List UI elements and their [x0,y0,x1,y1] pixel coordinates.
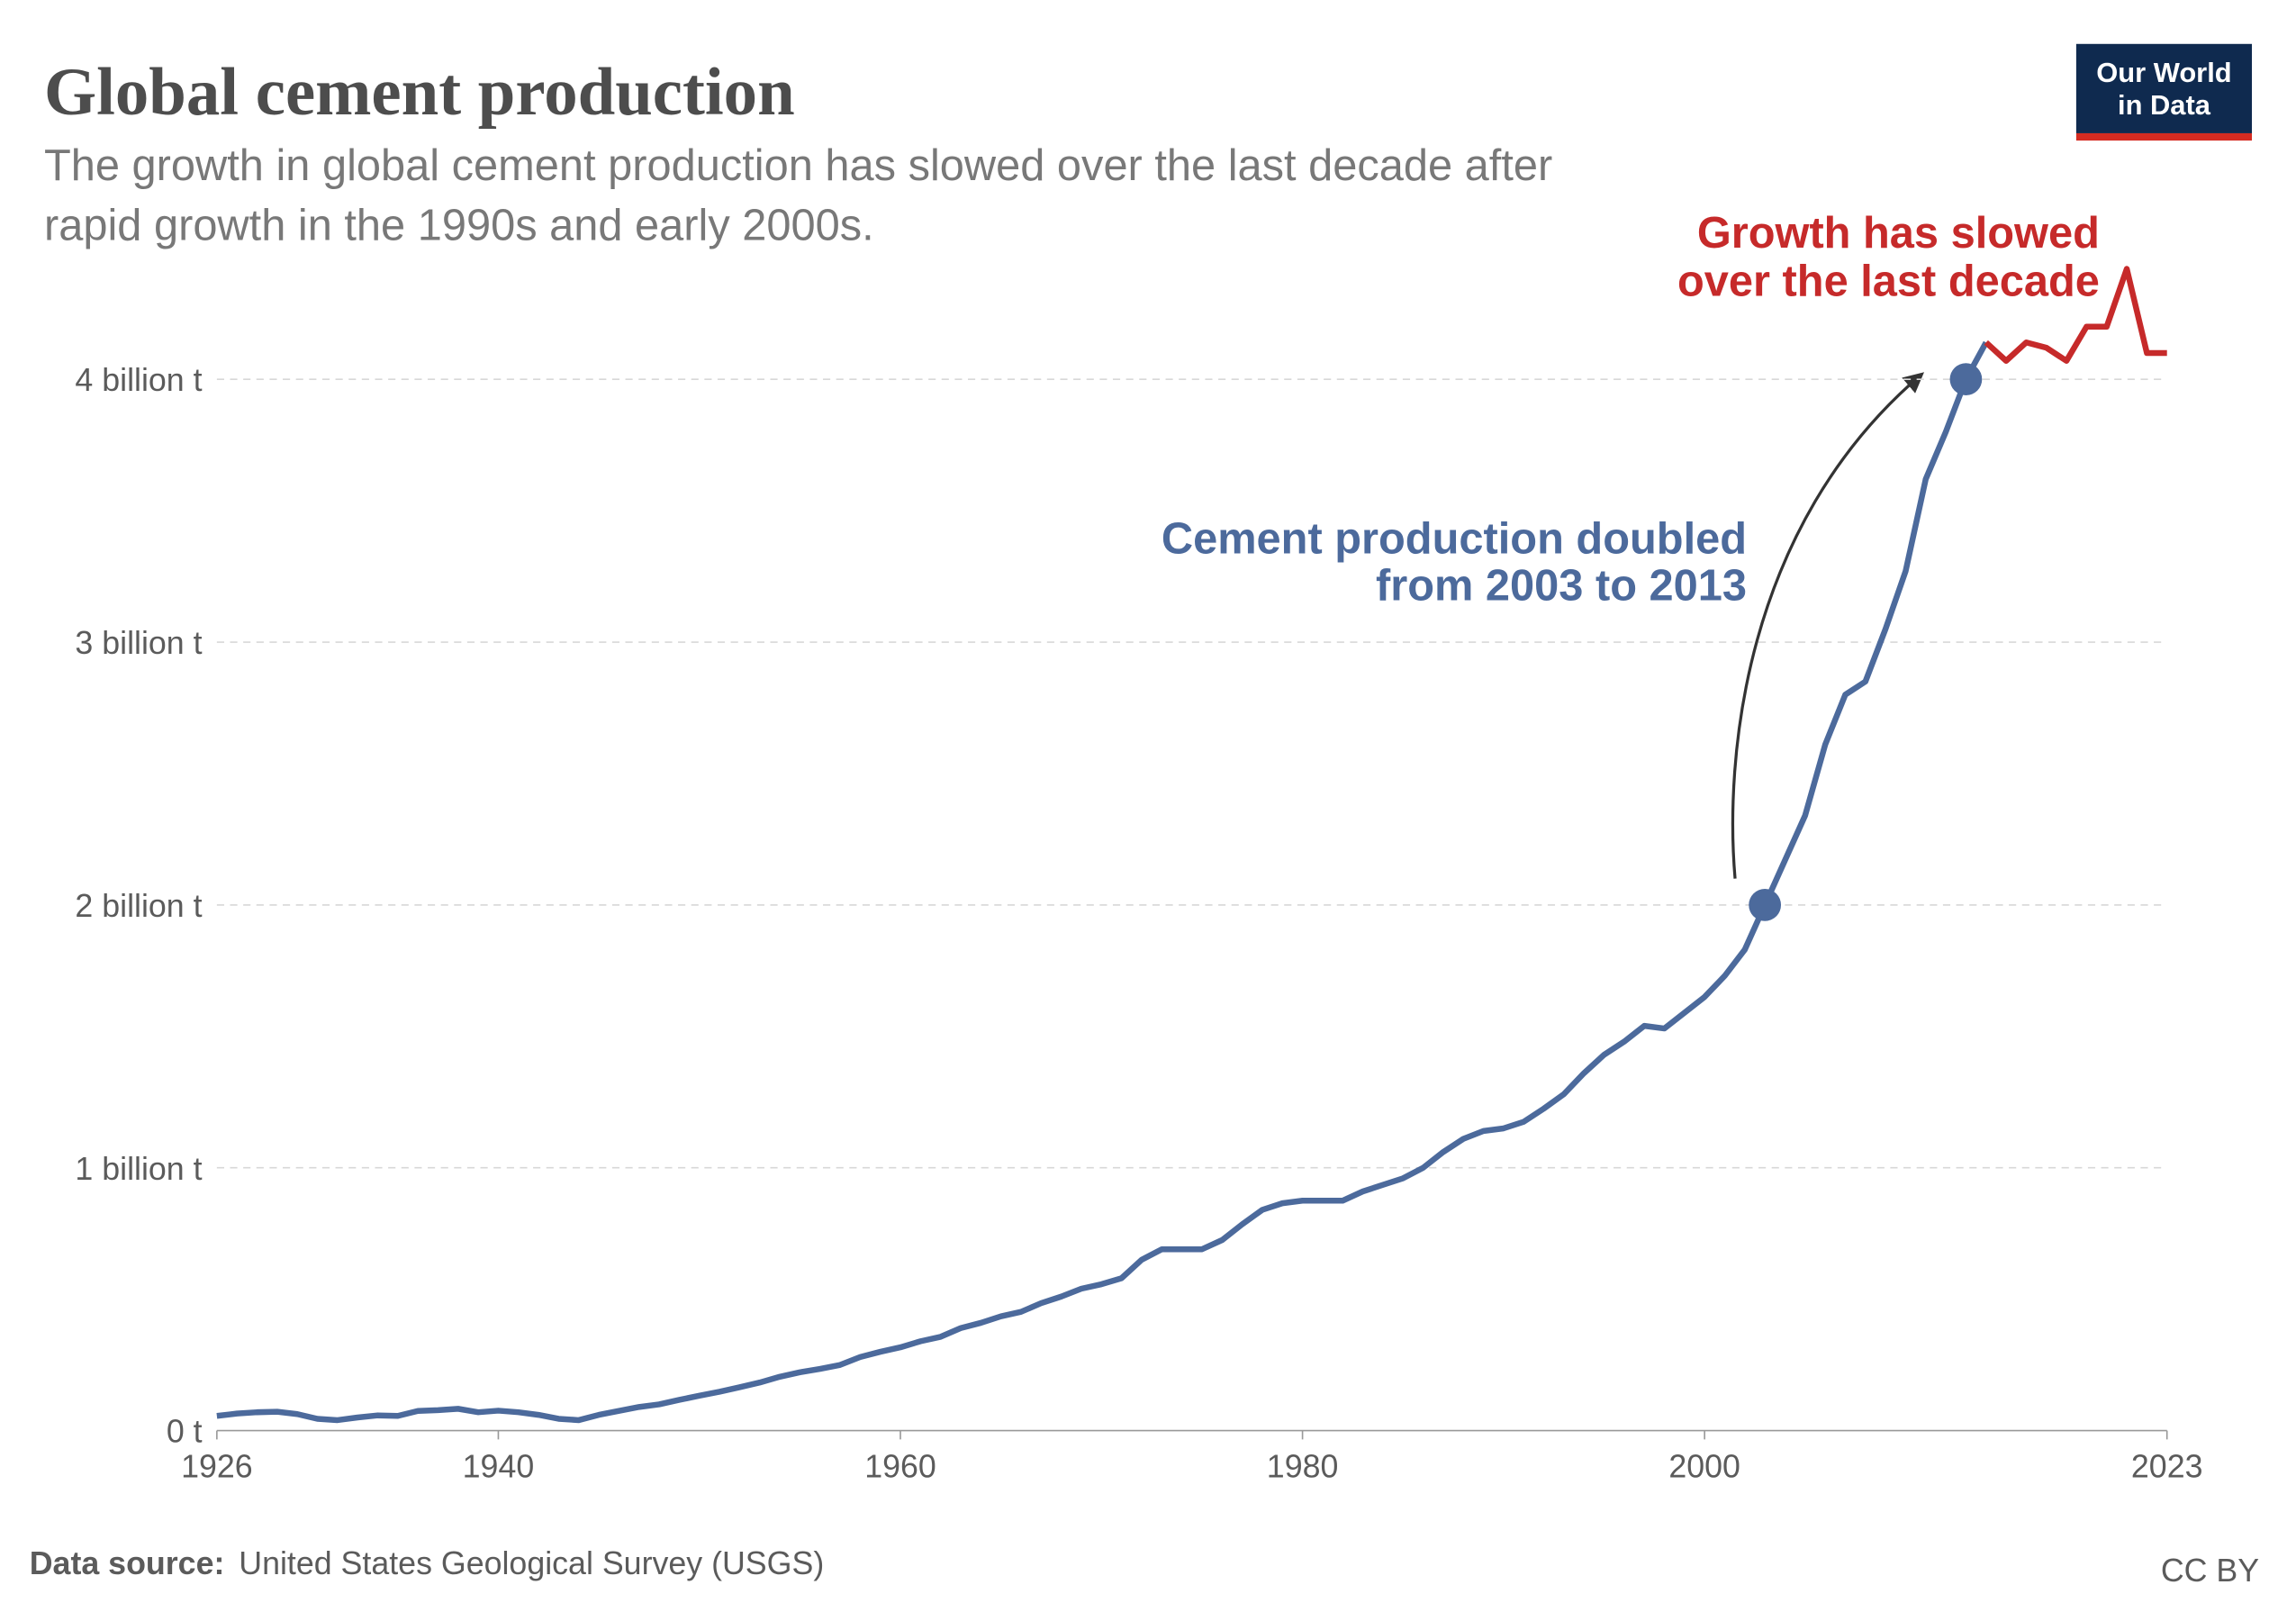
plot: 0 t 1 billion t 2 billion t 3 billion t 4 bi… [75,266,2203,1485]
series-line [1984,266,2167,364]
y-tick-label: 2 billion t [75,888,202,924]
x-tick-label: 1940 [463,1449,535,1485]
annotation: Cement production doubled [1162,515,1747,564]
x-tick-label: 1980 [1267,1449,1339,1485]
logo-text: Our World [2096,57,2231,88]
source-label: Data source: [30,1545,225,1581]
annotation: over the last decade [1677,257,2100,305]
y-tick-label: 3 billion t [75,625,202,661]
highlight-point [1949,363,1983,396]
annotation: Growth has slowed [1697,209,2100,258]
y-tick-label: 1 billion t [75,1151,202,1187]
chart-title: Global cement production [44,55,795,130]
subtitle: The growth in global cement production h… [44,141,1552,190]
x-tick-label: 1960 [864,1449,936,1485]
logo-bar [2075,132,2253,141]
subtitle: rapid growth in the 1990s and early 2000… [44,202,874,250]
logo-box [2075,43,2253,133]
y-tick-label: 0 t [167,1414,203,1450]
series-line [216,340,1989,1424]
y-tick-label: 4 billion t [75,362,202,398]
highlight-point [1749,888,1782,921]
annotation: from 2003 to 2013 [1376,562,1747,611]
x-tick-label: 2023 [2131,1449,2203,1485]
source: United States Geological Survey (USGS) [239,1545,824,1581]
x-tick-label: 1926 [181,1449,253,1485]
logo-text: in Data [2118,89,2211,121]
license: CC BY [2161,1553,2259,1589]
x-tick-label: 2000 [1668,1449,1740,1485]
annotation-arrow [1731,372,1924,879]
